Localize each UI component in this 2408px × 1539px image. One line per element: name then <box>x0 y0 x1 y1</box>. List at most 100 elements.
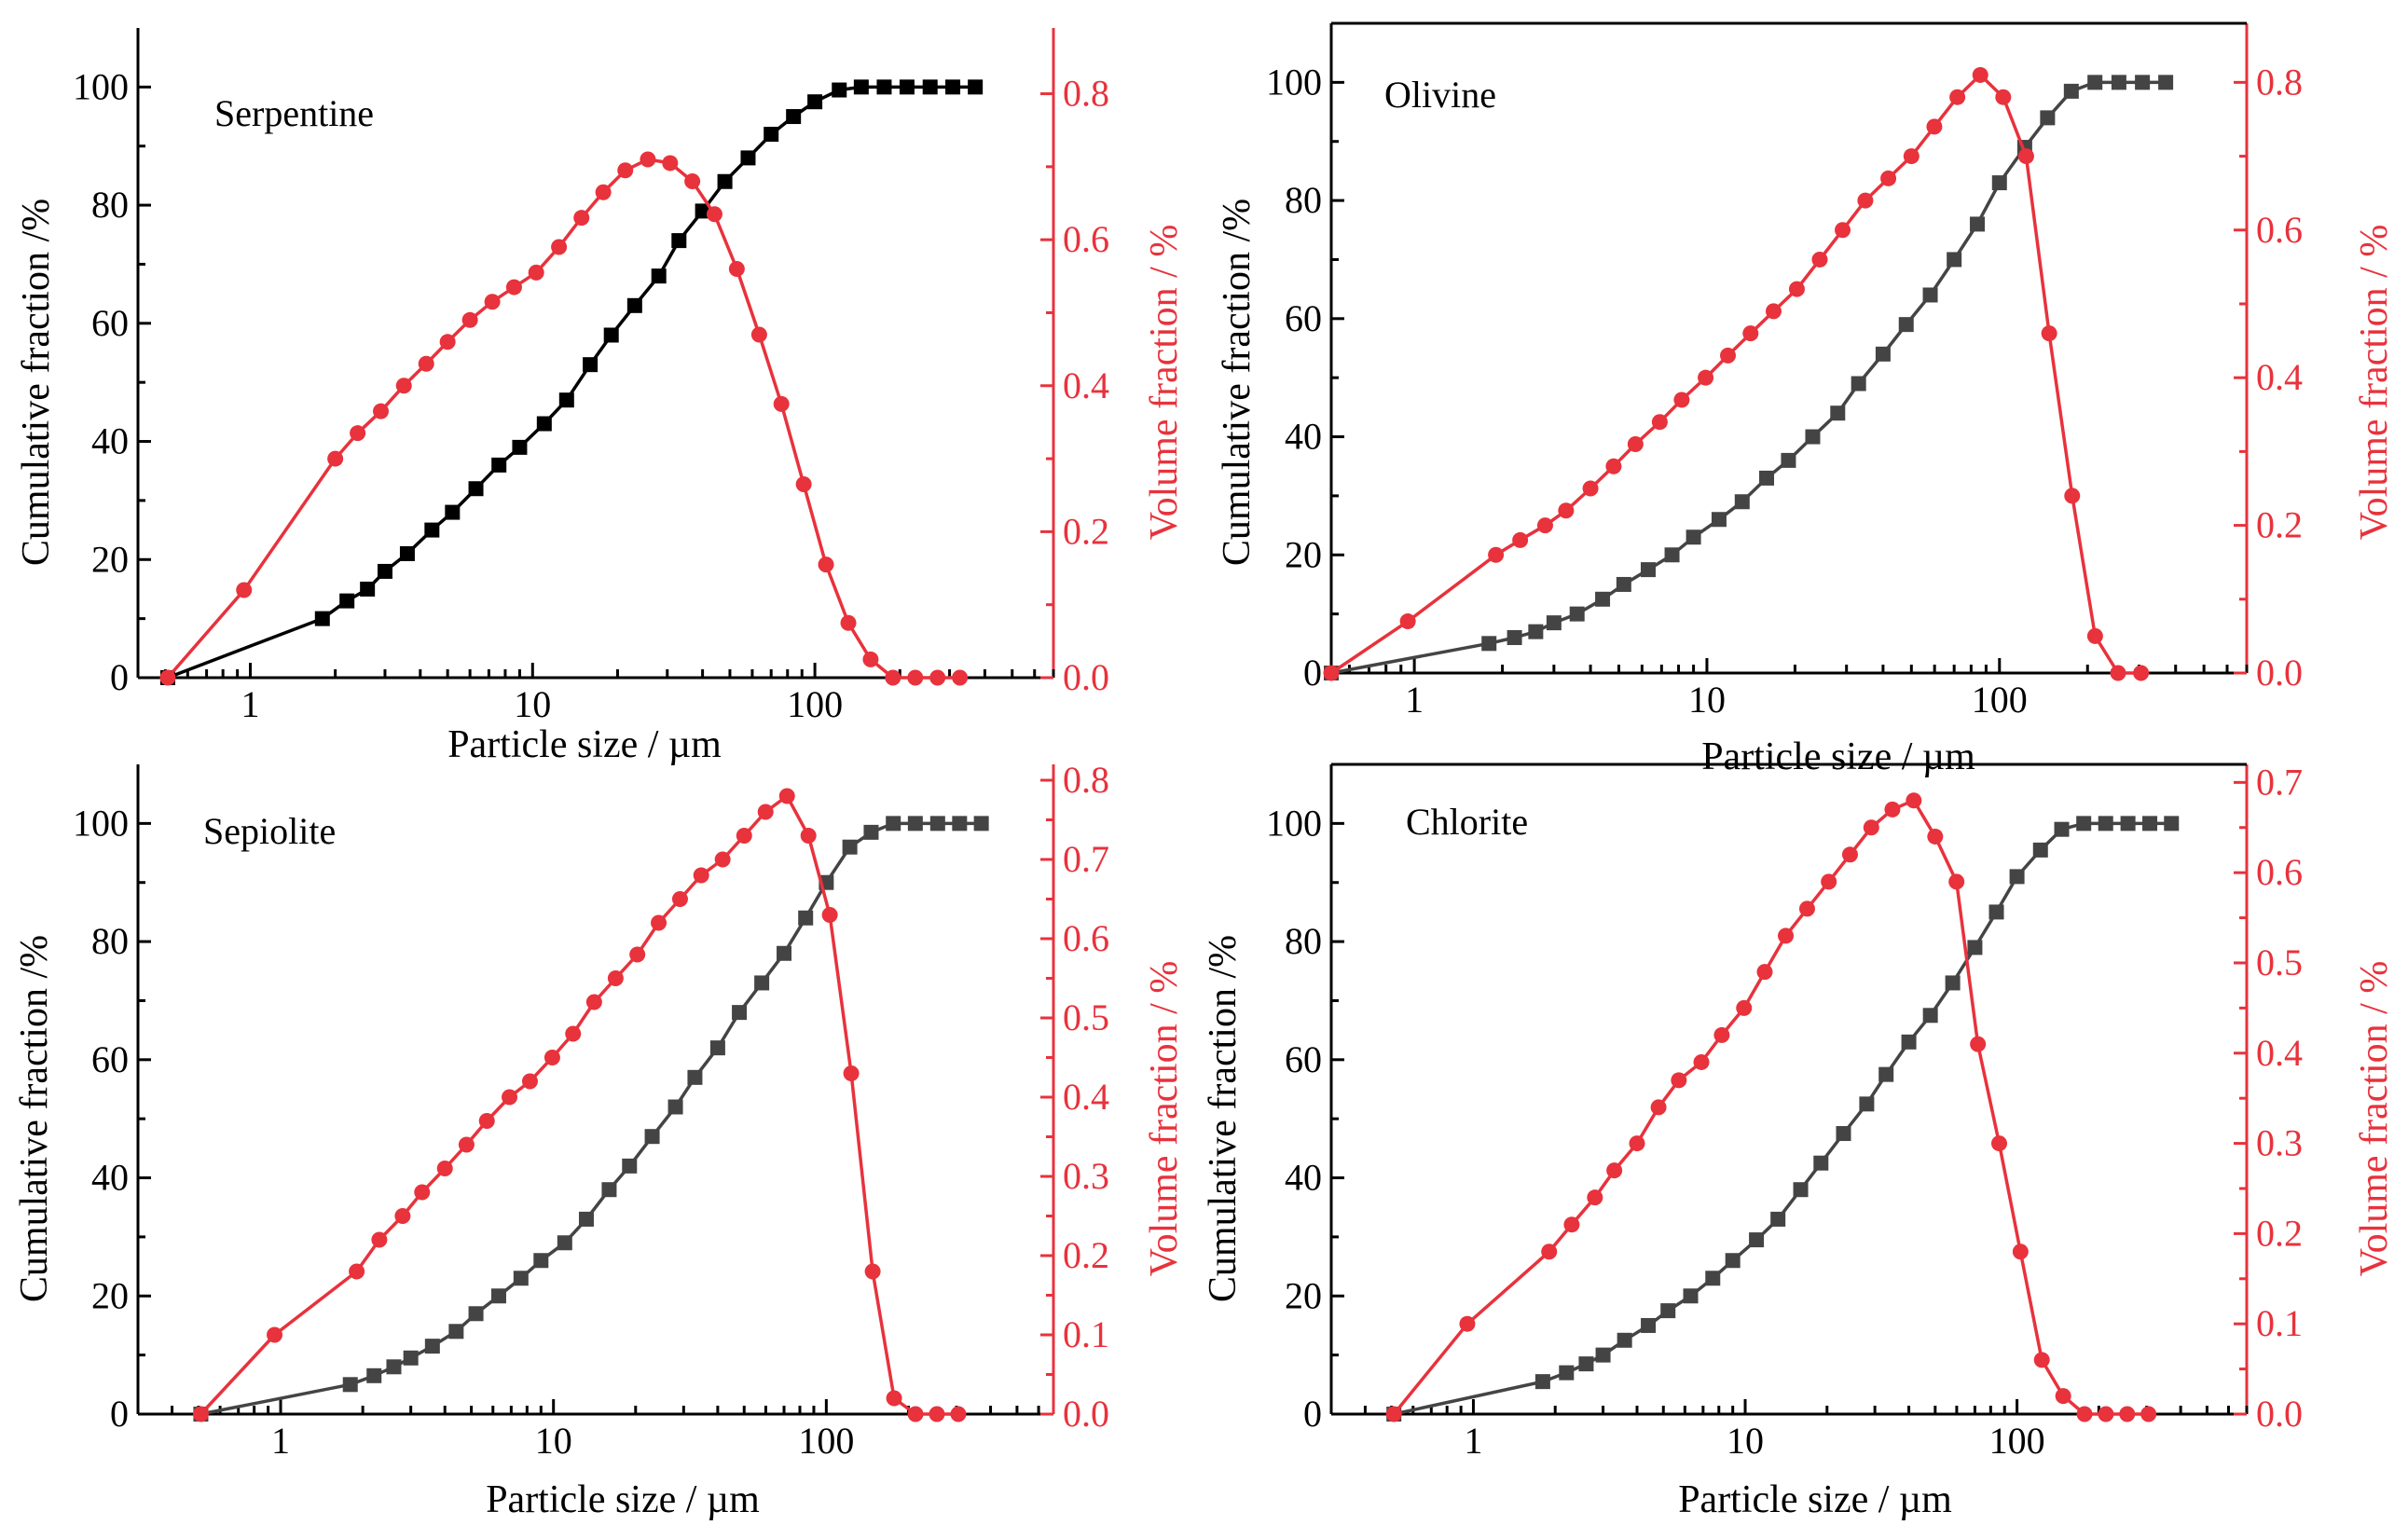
y-right-tick-label: 0.2 <box>1063 510 1109 552</box>
volume-fraction-point <box>907 669 924 686</box>
cumulative-fraction-point <box>2098 816 2113 831</box>
volume-fraction-point <box>1558 502 1575 519</box>
volume-fraction-point <box>778 788 795 804</box>
cumulative-fraction-point <box>1836 1126 1851 1142</box>
y-left-tick-label: 0 <box>1303 652 1322 694</box>
cumulative-fraction-point <box>1705 1271 1721 1286</box>
volume-fraction-point <box>439 334 456 350</box>
cumulative-fraction-point <box>807 94 823 110</box>
cumulative-fraction-point <box>1759 470 1775 486</box>
volume-fraction-point <box>1884 801 1901 818</box>
panel-sepiolite: Sepiolite Particle size / µm Cumulative … <box>13 759 1186 1521</box>
volume-fraction-point <box>651 914 667 931</box>
cumulative-fraction-point <box>424 522 440 538</box>
cumulative-fraction-point <box>1481 636 1497 652</box>
cumulative-fraction-point <box>2164 816 2180 831</box>
cumulative-fraction-point <box>1749 1232 1765 1248</box>
panel-title: Chlorite <box>1406 801 1528 843</box>
volume-fraction-point <box>1587 1189 1603 1206</box>
cumulative-fraction-point <box>2087 75 2103 90</box>
volume-fraction-point <box>1541 1244 1558 1260</box>
volume-fraction-point <box>693 867 709 884</box>
volume-fraction-point <box>843 1065 860 1081</box>
volume-fraction-point <box>528 264 544 281</box>
x-tick-label: 1 <box>1464 1420 1482 1462</box>
y-axis-label-right: Volume fraction / % <box>1143 961 1186 1277</box>
volume-fraction-point <box>1671 1072 1687 1089</box>
cumulative-fraction-point <box>1947 252 1962 268</box>
cumulative-fraction-point <box>1945 975 1961 991</box>
cumulative-fraction-point <box>2158 75 2174 90</box>
cumulative-fraction-point <box>1878 1066 1894 1082</box>
cumulative-fraction-point <box>491 457 507 473</box>
volume-fraction-point <box>1948 873 1965 890</box>
volume-fraction-point <box>371 1231 388 1248</box>
cumulative-fraction-point <box>626 297 642 313</box>
cumulative-fraction-point <box>740 150 756 166</box>
y-right-tick-label: 0.4 <box>2256 1032 2303 1074</box>
y-right-tick-label: 0.0 <box>2256 1393 2303 1435</box>
y-right-tick-label: 0.6 <box>1063 917 1109 959</box>
volume-fraction-point <box>706 206 722 223</box>
y-left-tick-label: 60 <box>91 1038 129 1080</box>
volume-fraction-point <box>1835 222 1851 239</box>
y-left-tick-label: 60 <box>1285 297 1322 339</box>
cumulative-fraction-point <box>490 1288 506 1304</box>
panel-title: Olivine <box>1384 74 1496 116</box>
cumulative-fraction-point <box>1859 1096 1875 1112</box>
volume-fraction-point <box>395 378 412 394</box>
y-left-tick-label: 20 <box>1285 1274 1322 1316</box>
y-right-tick-label: 0.4 <box>2256 356 2303 398</box>
cumulative-fraction-point <box>1922 1008 1938 1024</box>
cumulative-fraction-point <box>667 1099 683 1115</box>
volume-fraction-point <box>736 828 752 844</box>
cumulative-fraction-point <box>929 816 945 831</box>
volume-fraction-point <box>1698 369 1714 386</box>
volume-fraction-point <box>521 1073 538 1090</box>
volume-fraction-point <box>929 669 946 686</box>
volume-fraction-point <box>350 425 366 442</box>
y-left-tick-label: 40 <box>91 420 129 462</box>
cumulative-fraction-point <box>1922 287 1938 303</box>
volume-fraction-point <box>750 326 767 343</box>
volume-fraction-point <box>800 828 817 844</box>
y-axis-label-left: Cumulative fraction /% <box>1202 935 1245 1302</box>
y-right-tick-label: 0.8 <box>2256 61 2303 103</box>
volume-fraction-point <box>929 1406 945 1422</box>
cumulative-fraction-point <box>1686 529 1701 545</box>
volume-fraction-point <box>862 651 879 667</box>
volume-fraction-point <box>2064 488 2081 504</box>
volume-fraction-point <box>773 395 790 412</box>
volume-fraction-point <box>840 614 857 631</box>
y-axis-label-right: Volume fraction / % <box>1143 225 1186 541</box>
cumulative-fraction-point <box>671 233 687 249</box>
volume-fraction-point <box>1926 118 1943 135</box>
y-left-tick-label: 60 <box>91 302 129 344</box>
volume-fraction-point <box>1399 613 1416 630</box>
cumulative-fraction-point <box>2142 816 2158 831</box>
cumulative-fraction-point <box>2054 821 2070 837</box>
cumulative-fraction-point <box>583 357 599 373</box>
y-left-tick-label: 40 <box>1285 416 1322 458</box>
y-right-tick-label: 0.8 <box>1063 73 1109 115</box>
volume-fraction-point <box>1720 347 1737 364</box>
volume-fraction-point <box>2076 1406 2093 1422</box>
volume-fraction-point <box>1736 999 1753 1016</box>
cumulative-fraction-point <box>1793 1182 1809 1198</box>
cumulative-fraction-point <box>968 79 984 95</box>
cumulative-fraction-point <box>886 816 901 831</box>
cumulative-fraction-point <box>2040 110 2056 126</box>
y-right-tick-label: 0.3 <box>2256 1122 2303 1164</box>
cumulative-fraction-point <box>1711 512 1727 528</box>
cumulative-fraction-point <box>2063 83 2079 99</box>
x-tick-label: 100 <box>1972 679 2028 721</box>
volume-fraction-point <box>1995 89 2012 105</box>
volume-fraction-point <box>1903 148 1920 165</box>
cumulative-fraction-point <box>533 1253 549 1269</box>
volume-fraction-point <box>1627 435 1644 452</box>
cumulative-fraction-point <box>1830 405 1846 421</box>
y-right-tick-label: 0.0 <box>2256 652 2303 694</box>
volume-fraction-point <box>2140 1406 2157 1422</box>
y-axis-label-right: Volume fraction / % <box>2353 961 2396 1277</box>
